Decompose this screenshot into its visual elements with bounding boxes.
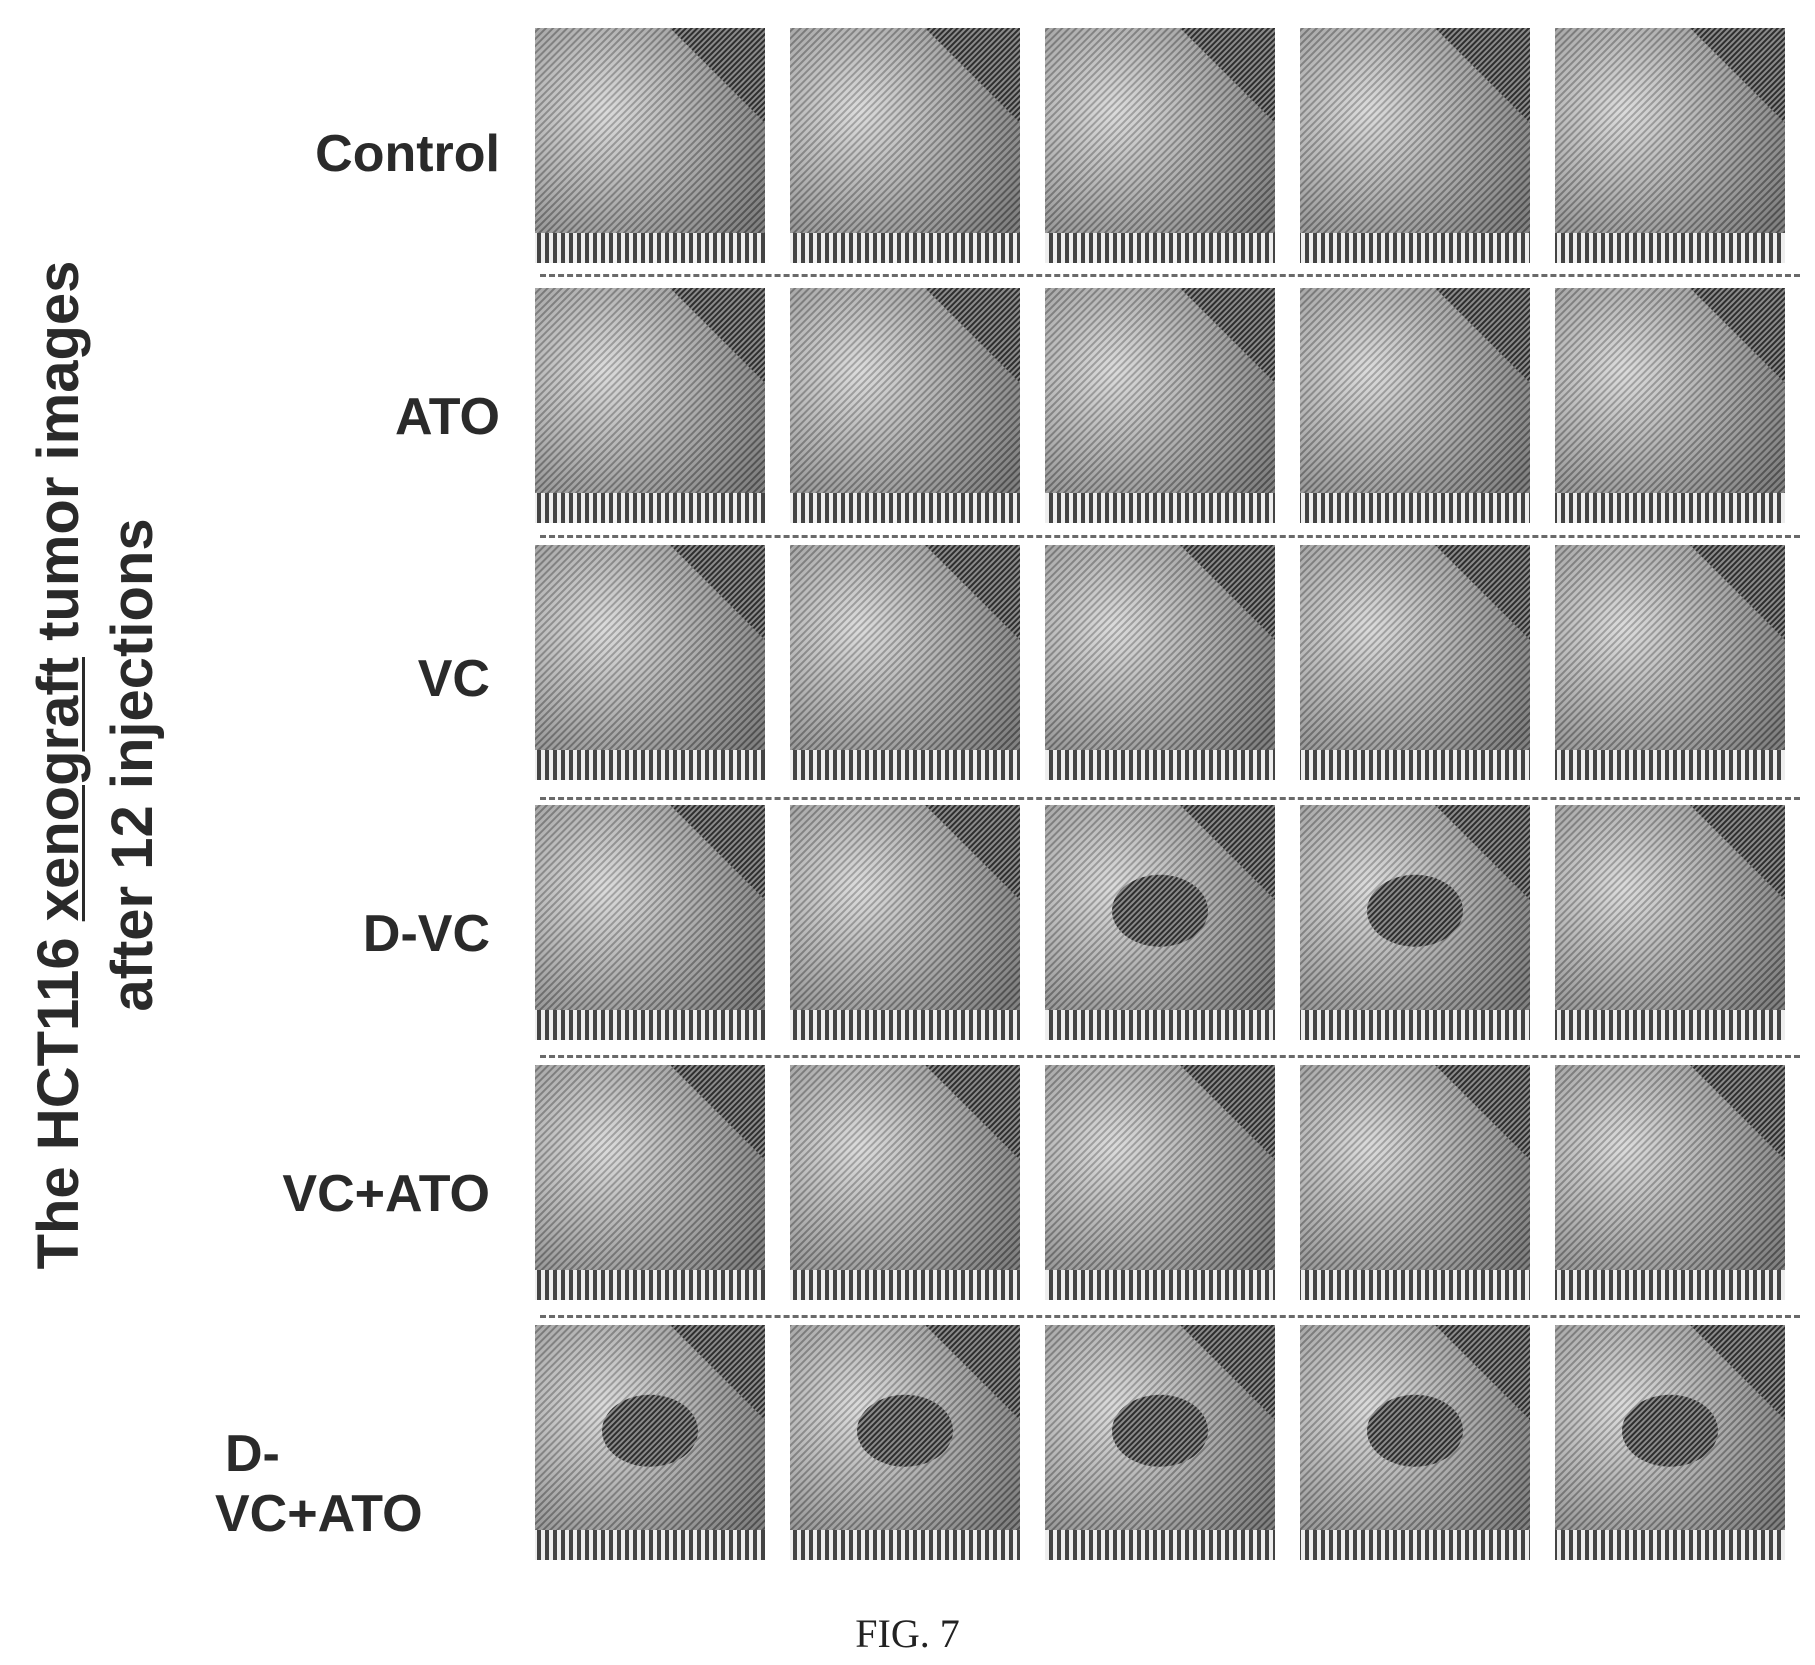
row-divider (540, 1315, 1800, 1318)
tumor-mark (857, 1394, 953, 1467)
row-label-vc-ato: VC+ATO (282, 1165, 490, 1223)
tumor-photo (1045, 1065, 1275, 1300)
tumor-photo (1300, 28, 1530, 263)
tumor-photo (790, 805, 1020, 1040)
row-label-d-vc: D-VC (362, 905, 490, 963)
tumor-photo (1045, 545, 1275, 780)
tumor-photo (790, 1065, 1020, 1300)
tumor-photo (1045, 28, 1275, 263)
row-divider (540, 797, 1800, 800)
row-divider (540, 535, 1800, 538)
tumor-photo (790, 545, 1020, 780)
tumor-photo (1555, 1325, 1785, 1560)
row-label-line2: VC+ATO (215, 1484, 423, 1543)
tumor-photo (1555, 1065, 1785, 1300)
tumor-photo (1300, 545, 1530, 780)
tumor-photo (790, 1325, 1020, 1560)
tumor-photo (1555, 288, 1785, 523)
tumor-photo (1045, 1325, 1275, 1560)
tumor-mark (1367, 874, 1463, 947)
row-label-d-vc-ato: D- VC+ATO (215, 1425, 423, 1545)
tumor-photo (1555, 28, 1785, 263)
tumor-photo (1300, 288, 1530, 523)
tumor-photo (790, 28, 1020, 263)
tumor-photo (1300, 1065, 1530, 1300)
tumor-photo (1555, 545, 1785, 780)
row-label-line1: D- (225, 1425, 280, 1483)
figure-caption: FIG. 7 (855, 1611, 960, 1656)
tumor-photo (790, 288, 1020, 523)
tumor-photo (535, 1065, 765, 1300)
tumor-mark (1622, 1394, 1718, 1467)
row-label-control: Control (315, 125, 500, 183)
tumor-photo (535, 28, 765, 263)
tumor-mark (602, 1394, 698, 1467)
row-divider (540, 1055, 1800, 1058)
tumor-photo (535, 805, 765, 1040)
tumor-photo (1555, 805, 1785, 1040)
tumor-mark (1112, 1394, 1208, 1467)
tumor-photo (1045, 805, 1275, 1040)
tumor-photo (1300, 805, 1530, 1040)
tumor-mark (1112, 874, 1208, 947)
row-label-ato: ATO (395, 388, 500, 446)
tumor-photo (535, 545, 765, 780)
row-divider (540, 274, 1800, 277)
tumor-photo (535, 288, 765, 523)
row-label-vc: VC (417, 650, 490, 708)
tumor-photo (1045, 288, 1275, 523)
tumor-photo (535, 1325, 765, 1560)
tumor-photo (1300, 1325, 1530, 1560)
tumor-mark (1367, 1394, 1463, 1467)
